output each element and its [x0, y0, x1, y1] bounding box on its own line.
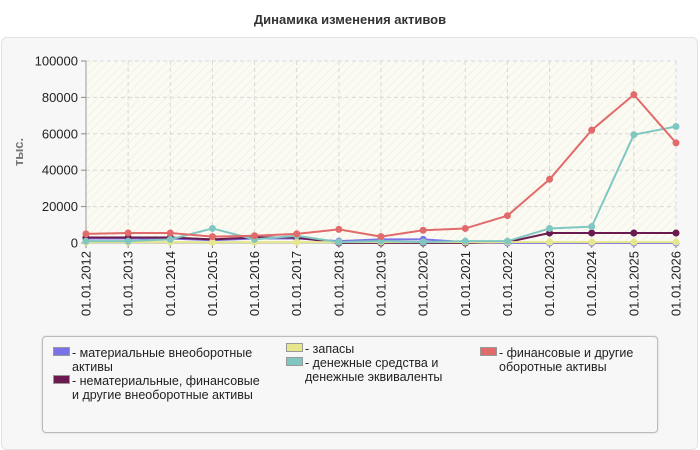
- y-tick-label: 20000: [42, 199, 78, 214]
- data-point: [124, 237, 132, 245]
- y-tick-label: 100000: [35, 54, 78, 69]
- data-point: [419, 226, 427, 234]
- data-point: [419, 238, 427, 246]
- y-tick-label: 80000: [42, 90, 78, 105]
- data-point: [82, 237, 90, 245]
- data-point: [335, 225, 343, 233]
- data-point: [208, 238, 216, 246]
- y-tick-label: 60000: [42, 126, 78, 141]
- x-tick-label: 01.01.2014: [163, 251, 178, 316]
- legend-swatch: [286, 357, 303, 366]
- data-point: [461, 237, 469, 245]
- data-point: [461, 224, 469, 232]
- data-point: [293, 238, 301, 246]
- x-tick-label: 01.01.2012: [79, 251, 94, 316]
- data-point: [124, 229, 132, 237]
- x-axis-ticks: 01.01.2012 01.01.2013 01.01.2014 01.01.2015…: [79, 243, 684, 316]
- legend-item-financial-current-assets: - финансовые и другие оборотные активы: [480, 346, 650, 374]
- legend-swatch: [53, 347, 70, 356]
- data-point: [251, 232, 259, 240]
- legend-item-intangible-assets: - нематериальные, финансовые и другие вн…: [53, 374, 268, 402]
- data-point: [672, 229, 680, 237]
- x-tick-label: 01.01.2020: [416, 251, 431, 316]
- data-point: [588, 223, 596, 231]
- data-point: [588, 229, 596, 237]
- x-tick-label: 01.01.2021: [458, 251, 473, 316]
- x-tick-label: 01.01.2024: [584, 251, 599, 316]
- data-point: [672, 238, 680, 246]
- data-point: [166, 235, 174, 243]
- data-point: [546, 175, 554, 183]
- data-point: [672, 123, 680, 131]
- x-tick-label: 01.01.2013: [121, 251, 136, 316]
- legend-label: - денежные средства и денежные эквивален…: [305, 356, 443, 384]
- data-point: [630, 238, 638, 246]
- y-tick-label: 0: [71, 236, 78, 251]
- legend-label: - материальные внеоборотные активы: [72, 346, 253, 374]
- legend-label: - финансовые и другие оборотные активы: [499, 346, 634, 374]
- x-tick-label: 01.01.2026: [669, 251, 684, 316]
- data-point: [630, 229, 638, 237]
- y-axis-ticks: 100000 80000 60000 40000 20000 0: [35, 54, 86, 251]
- legend: - материальные внеоборотные активы - нем…: [42, 336, 658, 433]
- x-tick-label: 01.01.2019: [374, 251, 389, 316]
- chart-title: Динамика изменения активов: [253, 12, 447, 27]
- data-point: [82, 230, 90, 238]
- x-tick-label: 01.01.2015: [205, 251, 220, 316]
- data-point: [630, 91, 638, 99]
- data-point: [208, 233, 216, 241]
- legend-swatch: [53, 375, 70, 384]
- y-axis-label: тыс.: [11, 138, 26, 166]
- series-lines: [82, 91, 680, 247]
- x-tick-label: 01.01.2017: [289, 251, 304, 316]
- data-point: [293, 230, 301, 238]
- legend-item-material-assets: - материальные внеоборотные активы: [53, 346, 268, 374]
- data-point: [546, 224, 554, 232]
- legend-item-inventory: - запасы: [286, 342, 456, 356]
- data-point: [588, 126, 596, 134]
- data-point: [377, 233, 385, 241]
- legend-swatch: [480, 347, 497, 356]
- data-point: [672, 139, 680, 147]
- x-tick-label: 01.01.2022: [500, 251, 515, 316]
- data-point: [503, 237, 511, 245]
- data-point: [208, 224, 216, 232]
- data-point: [166, 229, 174, 237]
- data-point: [335, 238, 343, 246]
- data-point: [588, 238, 596, 246]
- legend-label: - запасы: [305, 342, 355, 356]
- x-tick-label: 01.01.2025: [626, 251, 641, 316]
- x-tick-label: 01.01.2016: [247, 251, 262, 316]
- legend-swatch: [286, 343, 303, 352]
- x-tick-label: 01.01.2018: [331, 251, 346, 316]
- legend-item-cash: - денежные средства и денежные эквивален…: [286, 356, 456, 384]
- data-point: [503, 212, 511, 220]
- data-point: [630, 131, 638, 139]
- legend-label: - нематериальные, финансовые и другие вн…: [72, 374, 260, 402]
- y-tick-label: 40000: [42, 163, 78, 178]
- x-tick-label: 01.01.2023: [542, 251, 557, 316]
- data-point: [546, 238, 554, 246]
